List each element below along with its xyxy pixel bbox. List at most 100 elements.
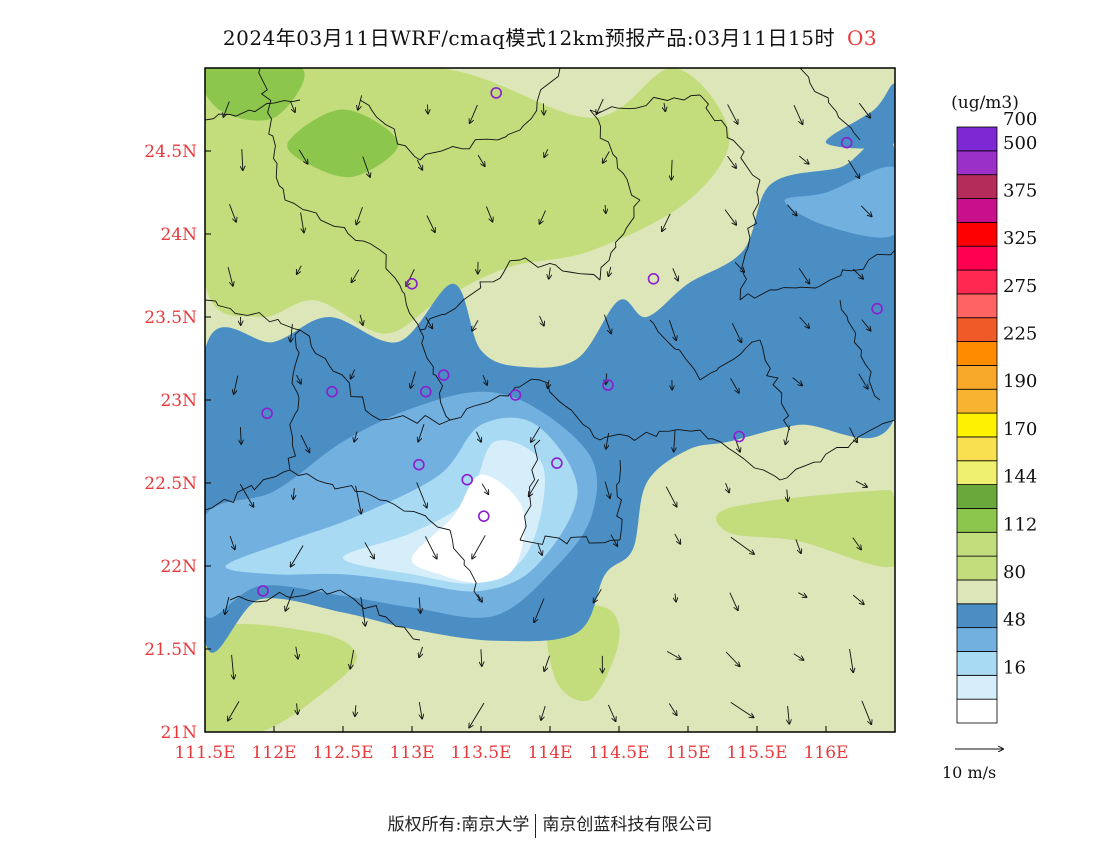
legend-swatch <box>956 603 998 629</box>
wind-arrow <box>472 535 486 558</box>
wind-arrow <box>605 204 606 213</box>
boundary-line <box>599 429 701 441</box>
wind-arrow <box>855 480 867 487</box>
wind-arrow <box>795 539 801 553</box>
station-marker <box>437 369 450 381</box>
legend-unit: (ug/m3) <box>951 93 1019 113</box>
wind-arrow <box>291 545 304 567</box>
wind-arrow <box>798 267 809 283</box>
wind-arrow <box>861 700 871 724</box>
boundary-line <box>284 199 381 251</box>
boundary-line <box>205 469 291 511</box>
boundary-line <box>205 99 301 121</box>
wind-arrow <box>360 597 366 626</box>
wind-arrow <box>610 534 617 546</box>
wind-arrow <box>548 380 549 388</box>
legend-label: 700 <box>1003 109 1037 130</box>
wind-arrow <box>544 655 550 671</box>
boundary-line <box>519 535 621 545</box>
boundary-line <box>649 319 701 381</box>
wind-arrow <box>787 489 788 501</box>
wind-arrow <box>425 317 433 328</box>
wind-arrow <box>419 646 423 657</box>
station-marker <box>461 473 474 486</box>
wind-arrow <box>798 592 806 597</box>
field-region-48 <box>784 166 895 238</box>
wind-arrow <box>229 204 237 222</box>
wind-arrow <box>849 427 858 443</box>
station-marker <box>326 385 338 398</box>
legend-swatch <box>956 317 998 342</box>
legend-swatch <box>956 126 998 152</box>
wind-arrow <box>476 431 482 442</box>
wind-arrow <box>529 479 539 496</box>
boundary-line <box>699 94 761 181</box>
lat-tick-label: 23.5N <box>144 308 197 328</box>
wind-arrow <box>418 424 425 441</box>
wind-arrow <box>668 320 676 340</box>
legend-swatch <box>956 245 998 271</box>
legend-label: 275 <box>1003 276 1037 297</box>
wind-arrow <box>223 101 230 117</box>
field-region-80 <box>825 83 895 149</box>
station-marker <box>413 458 425 471</box>
wind-arrow <box>227 266 233 286</box>
lon-tick-label: 113E <box>390 743 435 763</box>
wind-arrow <box>730 378 739 393</box>
field-region-112 <box>205 624 357 732</box>
wind-arrow <box>419 597 420 613</box>
wind-arrow <box>603 151 610 163</box>
boundary-line <box>799 68 861 141</box>
wind-arrow <box>594 588 602 602</box>
boundary-line <box>289 469 381 501</box>
wind-arrow <box>860 205 872 217</box>
wind-arrow <box>537 543 542 555</box>
wind-arrow <box>608 266 610 276</box>
lat-tick-label: 22.5N <box>144 474 197 494</box>
wind-arrow <box>416 159 422 170</box>
wind-arrow <box>665 486 676 507</box>
lon-tick-label: 114E <box>528 743 573 763</box>
concentration-field <box>205 68 895 732</box>
boundary-line <box>287 329 301 471</box>
boundary-line <box>589 94 701 114</box>
wind-arrow <box>793 653 804 660</box>
boundary-line <box>419 329 451 421</box>
wind-arrow <box>225 596 230 614</box>
wind-arrow <box>799 316 810 328</box>
boundary-line <box>449 378 541 421</box>
legend-swatch <box>956 460 998 486</box>
wind-arrow <box>668 703 676 716</box>
legend-swatch <box>956 341 998 366</box>
wind-arrow <box>540 210 546 224</box>
station-marker <box>509 389 522 401</box>
title-main: 2024年03月11日WRF/cmaq模式12km预报产品:03月11日15时 <box>222 26 835 50</box>
wind-arrow <box>239 483 253 507</box>
legend-swatch <box>956 698 998 724</box>
wind-arrow <box>354 431 357 442</box>
boundary-line <box>599 199 641 281</box>
legend-label: 375 <box>1003 181 1037 202</box>
wind-arrow <box>470 104 478 123</box>
legend-swatch <box>956 293 998 319</box>
wind-arrow <box>726 483 730 492</box>
wind-arrow <box>481 649 482 666</box>
wind-arrow <box>734 261 744 272</box>
boundary-line <box>739 179 761 301</box>
wind-arrow <box>297 265 302 274</box>
boundary-line <box>759 339 791 431</box>
map-title: 2024年03月11日WRF/cmaq模式12km预报产品:03月11日15时 O… <box>0 22 1100 51</box>
wind-arrow <box>358 95 363 109</box>
wind-reference: 10 m/s <box>942 749 1003 782</box>
wind-arrow <box>298 149 307 164</box>
wind-arrow <box>242 149 243 170</box>
wind-arrow <box>427 104 428 114</box>
wind-arrow <box>730 536 754 554</box>
wind-arrow <box>674 430 675 452</box>
wind-arrow <box>549 267 551 279</box>
wind-arrow <box>731 323 741 342</box>
legend-label: 190 <box>1003 371 1037 392</box>
boundary-line <box>699 339 761 381</box>
footer-right: 南京创蓝科技有限公司 <box>542 815 713 835</box>
wind-arrow <box>296 646 298 659</box>
